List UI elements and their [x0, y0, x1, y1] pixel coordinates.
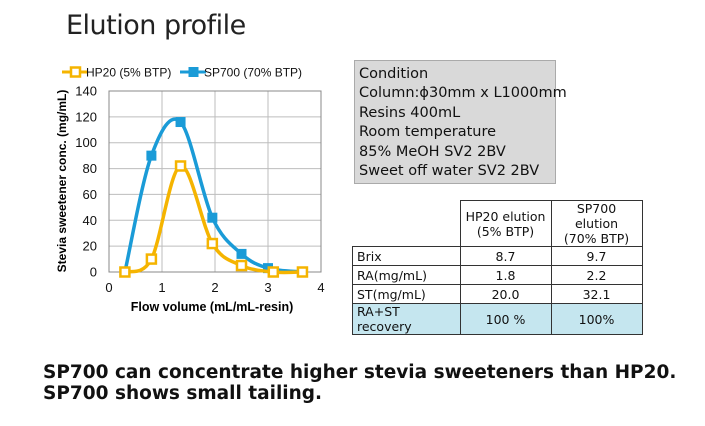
legend-marker-sp700: [188, 67, 199, 77]
cell-hp20: 1.8: [459, 265, 552, 285]
y-tick-label: 0: [90, 265, 97, 280]
data-point-hp20: [206, 237, 219, 250]
conclusion-line-1: SP700 can concentrate higher stevia swee…: [43, 362, 677, 383]
y-axis-label: Stevia sweetener conc. (mg/mL): [55, 90, 69, 273]
condition-column: Column:ϕ30mm x L1000mm: [359, 85, 567, 102]
data-point-sp700: [175, 117, 186, 128]
x-tick-label: 3: [264, 280, 271, 295]
condition-box: Condition Column:ϕ30mm x L1000mm Resins …: [354, 60, 567, 184]
chart-axes: 0 20 40 60 80 100 120 140 0 1 2 3 4: [75, 84, 324, 296]
row-label: RA(mg/mL): [352, 265, 461, 285]
data-point-hp20: [267, 266, 280, 278]
table-header-row: HP20 elution (5% BTP) SP700 elution (70%…: [352, 200, 643, 247]
data-point-hp20: [145, 253, 158, 265]
cell-sp700: 2.2: [550, 265, 643, 285]
conclusions: SP700 can concentrate higher stevia swee…: [43, 362, 676, 404]
cell-sp700: 100%: [550, 303, 643, 335]
cell-sp700: 9.7: [550, 246, 643, 266]
row-label: RA+ST recovery: [352, 303, 461, 335]
page-title: Elution profile: [66, 10, 246, 41]
table-row: RA(mg/mL) 1.8 2.2: [352, 265, 643, 285]
y-tick-label: 20: [83, 239, 97, 254]
condition-heading: Condition: [359, 66, 429, 82]
row-label: ST(mg/mL): [352, 284, 461, 304]
data-point-hp20: [296, 266, 309, 278]
data-point-hp20: [174, 160, 187, 172]
header-sp700-line1: SP700 elution: [574, 201, 619, 231]
y-tick-label: 120: [75, 109, 97, 124]
cell-hp20: 100 %: [459, 303, 552, 335]
legend-marker-hp20: [69, 66, 82, 78]
y-tick-label: 60: [83, 187, 97, 202]
conclusion-line-2: SP700 shows small tailing.: [43, 383, 323, 404]
header-hp20: HP20 elution (5% BTP): [459, 200, 552, 247]
x-tick-label: 0: [105, 280, 112, 295]
table-row: Brix 8.7 9.7: [352, 246, 643, 266]
cell-hp20: 8.7: [459, 246, 552, 266]
condition-resins: Resins 400mL: [359, 104, 461, 121]
legend-label-hp20: HP20 (5% BTP): [86, 66, 171, 80]
data-point-sp700: [236, 248, 247, 259]
condition-sweet-off: Sweet off water SV2 2BV: [359, 163, 540, 180]
chart-legend: HP20 (5% BTP) SP700 (70% BTP): [62, 66, 302, 80]
header-hp20-line1: HP20 elution: [465, 208, 546, 224]
cell-sp700: 32.1: [550, 284, 643, 304]
table-row: ST(mg/mL) 20.0 32.1: [352, 284, 643, 304]
elution-chart: 0 20 40 60 80 100 120 140 0 1 2 3 4 HP20 (5% BTP) SP7…: [55, 66, 325, 315]
header-hp20-line2: (5% BTP): [476, 223, 535, 239]
x-tick-label: 2: [211, 280, 218, 295]
condition-meoh: 85% MeOH SV2 2BV: [359, 143, 506, 160]
y-tick-label: 140: [75, 84, 97, 99]
cell-hp20: 20.0: [459, 284, 552, 304]
results-table: HP20 elution (5% BTP) SP700 elution (70%…: [352, 200, 643, 335]
x-tick-label: 4: [317, 280, 324, 295]
plot-area-border: [108, 90, 322, 273]
y-tick-label: 40: [83, 213, 97, 228]
condition-temperature: Room temperature: [359, 124, 497, 141]
data-point-hp20: [119, 266, 131, 278]
table-row-recovery: RA+ST recovery 100 % 100%: [352, 303, 643, 335]
header-sp700-line2: (70% BTP): [563, 231, 630, 246]
data-point-hp20: [235, 259, 248, 272]
y-tick-label: 80: [83, 161, 97, 176]
data-point-sp700: [207, 212, 218, 223]
x-axis-label: Flow volume (mL/mL-resin): [131, 300, 294, 314]
y-tick-label: 100: [75, 135, 97, 150]
chart-series: [119, 117, 309, 278]
header-blank: [352, 200, 461, 247]
x-tick-label: 1: [158, 280, 165, 295]
row-label: Brix: [352, 246, 461, 266]
header-sp700: SP700 elution (70% BTP): [550, 200, 643, 247]
data-point-sp700: [146, 150, 157, 161]
legend-label-sp700: SP700 (70% BTP): [204, 66, 302, 80]
